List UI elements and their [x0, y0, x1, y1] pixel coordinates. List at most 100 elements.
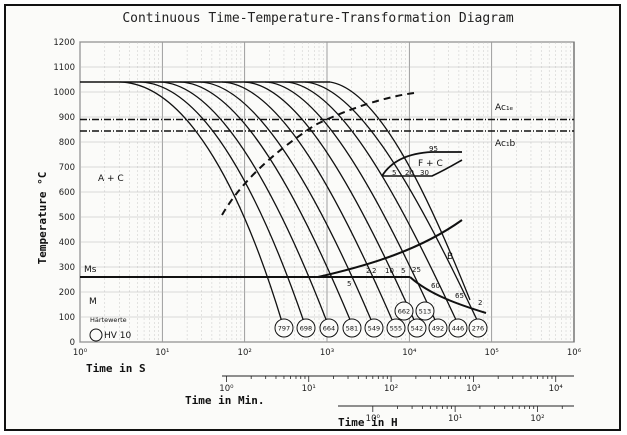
y-tick-label: 900	[59, 113, 75, 123]
hardness-value: 555	[390, 325, 402, 333]
percent-label: 5	[392, 169, 396, 177]
x-tick-label: 10²	[238, 348, 252, 358]
hardness-legend-circle	[89, 328, 103, 342]
percent-label: 2	[372, 267, 376, 275]
hardness-circle	[468, 318, 488, 338]
percent-label: 2	[478, 299, 482, 307]
grid	[79, 41, 574, 343]
percent-label: 60	[431, 282, 440, 290]
ac1b-label: Ac₁b	[495, 139, 516, 149]
axis-tick-label: 10¹	[302, 384, 316, 394]
hardness-value: 513	[419, 308, 431, 316]
percent-label: 5	[401, 267, 405, 275]
percent-label: 2	[366, 267, 370, 275]
y-tick-label: 200	[59, 288, 75, 298]
hardness-value: 542	[411, 325, 423, 333]
region-f-c: F + C	[418, 159, 443, 169]
x-tick-label: 10¹	[155, 348, 169, 358]
ferrite-finish	[382, 159, 463, 177]
y-axis-label: Temperature °C	[36, 172, 49, 265]
hardness-circle	[448, 318, 468, 338]
hardness-values: 797 698 664 581 549 555 542 492 446 276 …	[274, 301, 488, 338]
hardness-circle	[386, 318, 406, 338]
hardness-circle	[394, 301, 414, 321]
x-axis-label: Time in S	[86, 362, 146, 375]
y-tick-label: 100	[59, 313, 75, 323]
ms-label: Ms	[84, 265, 97, 275]
percent-label: 25	[412, 266, 421, 274]
y-tick-label: 300	[59, 263, 75, 273]
diagram-frame	[4, 4, 621, 431]
cooling-curve	[221, 81, 394, 323]
axis-tick-label: 10⁰	[219, 384, 234, 394]
hardness-legend-label: HV 10	[104, 331, 132, 341]
hardness-circle	[342, 318, 362, 338]
hardness-value: 276	[472, 325, 484, 333]
hardness-circle	[364, 318, 384, 338]
y-tick-label: 700	[59, 163, 75, 173]
x-tick-label: 10⁵	[485, 348, 499, 358]
cooling-curve	[264, 81, 437, 323]
ferrite-start	[381, 151, 462, 177]
y-tick-label: 1000	[53, 88, 75, 98]
y-tick-label: 1100	[53, 63, 75, 73]
region-b: B	[447, 252, 453, 262]
y-tick-label: 400	[59, 238, 75, 248]
hardness-circle	[415, 301, 435, 321]
hardness-circle	[274, 318, 294, 338]
y-tick-label: 500	[59, 213, 75, 223]
hardness-value: 581	[346, 325, 358, 333]
cooling-curve	[119, 81, 283, 323]
bainite-start	[317, 219, 463, 278]
cooling-curve	[179, 81, 352, 323]
axis-tick-label: 10²	[530, 414, 544, 424]
hardness-header: Härtewerte	[90, 316, 127, 324]
cooling-curve	[159, 81, 328, 323]
percent-label: 30	[420, 169, 429, 177]
axis-tick-label: 10⁴	[549, 384, 564, 394]
hours-axis-label: Time in H	[338, 416, 398, 429]
minutes-axis-label: Time in Min.	[185, 394, 264, 407]
percent-label: 5	[347, 280, 351, 288]
ac1e-label: Ac₁ₑ	[495, 103, 514, 113]
percent-label: 10	[385, 267, 394, 275]
x-tick-labels: 10⁰ 10¹ 10² 10³ 10⁴ 10⁵ 10⁶	[73, 348, 582, 358]
cooling-curve	[139, 81, 305, 323]
minutes-axis-ticks: 10⁰ 10¹ 10² 10³ 10⁴	[219, 376, 563, 394]
y-tick-labels: 0 100 200 300 400 500 600 700 800 900 1000 1100 1200	[53, 38, 75, 348]
hardness-value: 698	[300, 325, 312, 333]
y-tick-label: 0	[70, 338, 75, 348]
x-tick-label: 10⁴	[402, 348, 417, 358]
x-tick-label: 10³	[320, 348, 334, 358]
hardness-value: 664	[323, 325, 335, 333]
axis-tick-label: 10¹	[448, 414, 462, 424]
hardness-circle	[296, 318, 316, 338]
hardness-circle	[319, 318, 339, 338]
hardness-value: 492	[432, 325, 444, 333]
chart-title: Continuous Time-Temperature-Transformati…	[122, 11, 514, 26]
axis-tick-label: 10²	[384, 384, 398, 394]
hardness-value: 662	[398, 308, 410, 316]
hardness-circle	[428, 318, 448, 338]
hours-axis-ticks: 10⁰ 10¹ 10²	[366, 406, 563, 424]
hardness-value: 797	[278, 325, 290, 333]
hardness-circle	[407, 318, 427, 338]
cooling-curves	[119, 81, 479, 323]
region-m: M	[89, 297, 97, 307]
cooling-curve	[304, 81, 479, 323]
hardness-value: 446	[452, 325, 464, 333]
axis-tick-label: 10⁰	[366, 414, 381, 424]
percent-label: 20	[405, 169, 414, 177]
percent-labels: 95 5 20 30 2 5 10 25 2 5 60 65 2	[347, 145, 482, 307]
cooling-curve	[284, 81, 458, 323]
x-tick-label: 10⁶	[567, 348, 582, 358]
cooling-curve	[199, 81, 373, 323]
hardness-value: 549	[368, 325, 380, 333]
y-tick-label: 1200	[53, 38, 75, 48]
austenite-start-dashed	[221, 92, 415, 216]
y-tick-label: 800	[59, 138, 75, 148]
percent-label: 95	[429, 145, 438, 153]
axis-tick-label: 10³	[466, 384, 480, 394]
y-tick-label: 600	[59, 188, 75, 198]
